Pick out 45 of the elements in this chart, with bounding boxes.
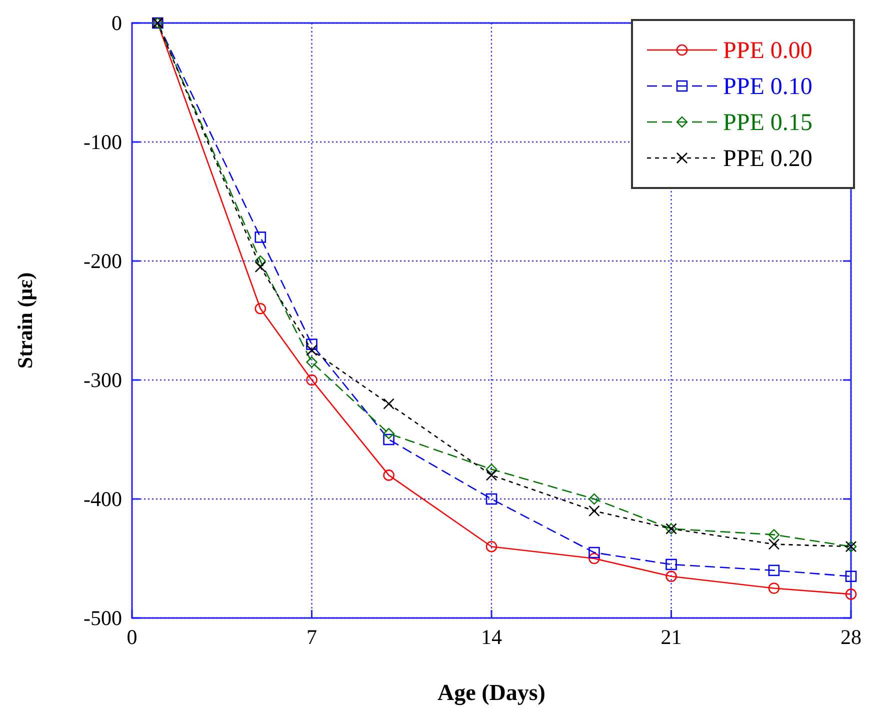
point	[768, 582, 780, 594]
legend-label: PPE 0.20	[723, 146, 812, 172]
y-axis-title: Strain (με)	[13, 272, 37, 369]
y-tick-label: -300	[84, 368, 122, 392]
point	[588, 493, 600, 505]
y-tick-label: -100	[84, 130, 122, 154]
y-tick-label: 0	[112, 11, 122, 35]
legend-label: PPE 0.10	[723, 74, 812, 100]
point	[845, 570, 857, 582]
x-tick-label: 7	[306, 625, 317, 649]
point	[306, 374, 318, 386]
point	[768, 529, 780, 540]
point	[254, 232, 266, 243]
point	[486, 493, 498, 505]
y-tick-label: -200	[84, 249, 122, 273]
point	[254, 261, 266, 273]
x-tick-label: 0	[126, 625, 138, 649]
point	[383, 434, 394, 446]
point	[768, 538, 780, 550]
point	[306, 344, 318, 356]
point	[666, 570, 677, 582]
x-tick-label: 28	[840, 625, 862, 649]
x-tick-label: 21	[660, 625, 682, 649]
point	[383, 398, 394, 410]
point	[588, 505, 600, 517]
point	[588, 546, 600, 558]
point	[254, 302, 266, 314]
point	[306, 356, 318, 368]
point	[486, 540, 498, 552]
point	[254, 255, 266, 267]
y-tick-label: -400	[84, 487, 122, 511]
point	[383, 428, 394, 440]
point	[768, 564, 780, 576]
point	[306, 338, 318, 350]
point	[588, 552, 600, 564]
x-tick-label: 14	[481, 625, 502, 649]
point	[486, 464, 498, 475]
point	[383, 470, 394, 481]
y-tick-label: -500	[84, 606, 122, 630]
x-axis-title: Age (Days)	[438, 680, 546, 706]
legend-label: PPE 0.15	[723, 110, 812, 136]
point	[845, 588, 857, 600]
legend-label: PPE 0.00	[723, 38, 812, 64]
point	[666, 558, 677, 570]
point	[486, 470, 498, 481]
